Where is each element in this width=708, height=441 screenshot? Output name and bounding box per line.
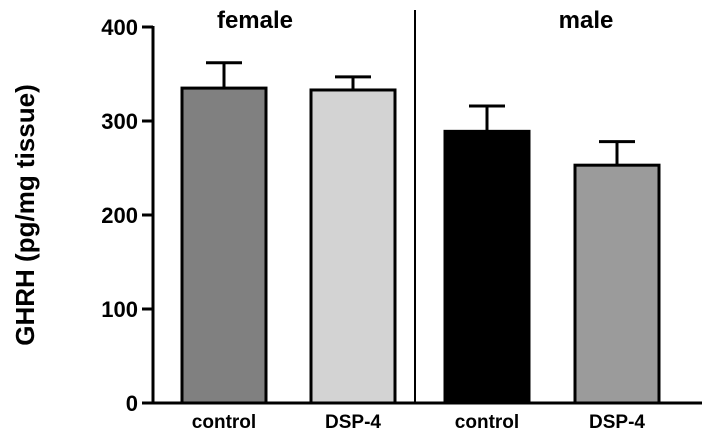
x-tick-label: control (192, 412, 256, 433)
x-tick-label: DSP-4 (325, 412, 381, 433)
bars (180, 61, 661, 405)
x-tick-label: DSP-4 (589, 412, 645, 433)
bar-male-control (443, 129, 531, 405)
bar-female-dsp-4 (309, 88, 397, 405)
bar-male-dsp-4 (573, 163, 661, 405)
y-tick-label: 300 (101, 109, 138, 134)
y-tick-label: 400 (101, 15, 138, 40)
labels: female control DSP-4 male control DSP-4 (192, 7, 646, 433)
bar-female-control (180, 86, 268, 405)
y-tick-label: 0 (126, 391, 138, 416)
y-tick-label: 200 (101, 203, 138, 228)
group-label-male: male (559, 7, 614, 34)
group-label-female: female (217, 7, 293, 34)
y-axis-title: GHRH (pg/mg tissue) (10, 84, 40, 345)
x-tick-label: control (455, 412, 519, 433)
y-tick-label: 100 (101, 297, 138, 322)
